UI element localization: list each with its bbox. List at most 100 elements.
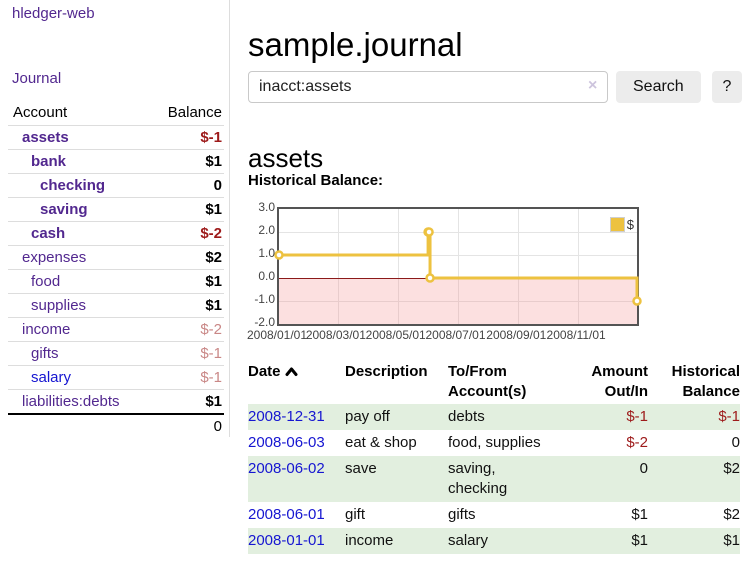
- account-link[interactable]: food: [31, 273, 61, 290]
- transaction-description: gift: [345, 506, 366, 523]
- transaction-amount: $-2: [626, 434, 648, 451]
- account-link[interactable]: expenses: [22, 249, 87, 266]
- transaction-description: pay off: [345, 408, 390, 425]
- chart-plot-area: $: [274, 207, 642, 326]
- register-col-amount: Amount Out/In: [591, 363, 648, 400]
- transaction-amount: 0: [639, 460, 648, 477]
- accounts-total-row: 0: [8, 413, 224, 438]
- account-balance: $1: [156, 293, 224, 318]
- register-col-description: Description: [345, 363, 428, 380]
- transaction-description: save: [345, 460, 377, 477]
- account-link[interactable]: cash: [31, 225, 66, 242]
- transaction-amount: $1: [631, 532, 648, 549]
- account-link[interactable]: income: [22, 321, 71, 338]
- accounts-col-account: Account: [13, 104, 68, 121]
- account-balance: $-1: [156, 341, 224, 366]
- account-balance: $1: [156, 149, 224, 174]
- help-button[interactable]: ?: [712, 71, 742, 103]
- account-heading: assets: [248, 142, 324, 173]
- legend-swatch: [609, 217, 625, 232]
- account-link[interactable]: gifts: [31, 345, 59, 362]
- sidebar: hledger-web Journal Account Balance asse…: [0, 0, 230, 438]
- transaction-row: 2008-12-31 pay off debts $-1 $-1: [248, 404, 740, 430]
- transaction-date-link[interactable]: 2008-06-01: [248, 506, 325, 523]
- account-row: food $1: [8, 269, 224, 294]
- search-input[interactable]: [248, 71, 608, 103]
- negative-region: [279, 278, 637, 324]
- register-table: Date Description To/From Account(s) Amou…: [248, 360, 740, 554]
- x-axis-tick-label: 2008/05/01: [365, 328, 426, 342]
- account-row: expenses $2: [8, 245, 224, 270]
- y-axis-tick-label: -2.0: [254, 315, 275, 329]
- search-button[interactable]: Search: [616, 71, 701, 103]
- register-col-balance: Historical Balance: [671, 363, 740, 400]
- account-row: liabilities:debts $1: [8, 389, 224, 414]
- accounts-total-value: 0: [156, 413, 224, 438]
- account-balance: $2: [156, 245, 224, 270]
- account-balance: $1: [156, 269, 224, 294]
- legend-label: $: [626, 217, 634, 232]
- account-row: assets $-1: [8, 125, 224, 150]
- y-axis-tick-label: 0.0: [258, 269, 275, 283]
- account-link[interactable]: bank: [31, 153, 67, 170]
- app-brand-link[interactable]: hledger-web: [12, 5, 95, 22]
- transaction-balance: $1: [723, 532, 740, 549]
- gridline: [337, 209, 339, 324]
- account-row: salary $-1: [8, 365, 224, 390]
- transaction-amount: $1: [631, 506, 648, 523]
- account-row: saving $1: [8, 197, 224, 222]
- account-link[interactable]: assets: [22, 129, 69, 146]
- transaction-accounts: saving, checking: [448, 460, 508, 497]
- account-row: supplies $1: [8, 293, 224, 318]
- transaction-row: 2008-06-01 gift gifts $1 $2: [248, 502, 740, 528]
- transaction-accounts: salary: [448, 532, 489, 549]
- account-link[interactable]: liabilities:debts: [22, 393, 120, 410]
- data-point-marker: [274, 250, 284, 260]
- account-link[interactable]: saving: [40, 201, 88, 218]
- account-row: income $-2: [8, 317, 224, 342]
- gridline: [578, 209, 580, 324]
- y-axis-tick-label: 1.0: [258, 246, 275, 260]
- x-axis-tick-label: 2008/09/01: [486, 328, 547, 342]
- transaction-row: 2008-06-03 eat & shop food, supplies $-2 0: [248, 430, 740, 456]
- x-axis-tick-label: 2008/01/01: [246, 328, 308, 342]
- transaction-description: income: [345, 532, 394, 549]
- page-title: sample.journal: [248, 26, 463, 64]
- gridline: [518, 209, 520, 324]
- chart-title: Historical Balance:: [248, 172, 384, 189]
- transaction-accounts: food, supplies: [448, 434, 541, 451]
- account-row: gifts $-1: [8, 341, 224, 366]
- account-link[interactable]: supplies: [31, 297, 87, 314]
- clear-search-icon[interactable]: ×: [588, 77, 598, 94]
- transaction-balance: $-1: [718, 408, 740, 425]
- transaction-accounts: gifts: [448, 506, 476, 523]
- register-col-accounts: To/From Account(s): [448, 363, 527, 400]
- x-axis-tick-label: 2008/03/01: [305, 328, 366, 342]
- accounts-col-balance: Balance: [167, 104, 222, 121]
- gridline: [457, 209, 459, 324]
- x-axis-tick-label: 2008/11/01: [546, 328, 606, 342]
- chart-legend: $: [609, 217, 634, 232]
- data-point-marker: [424, 227, 434, 237]
- y-axis-tick-label: 2.0: [258, 223, 275, 237]
- sidebar-item-journal[interactable]: Journal: [12, 70, 62, 87]
- account-balance: $-1: [156, 125, 224, 150]
- transaction-date-link[interactable]: 2008-06-03: [248, 434, 325, 451]
- balance-step-line: [274, 227, 642, 306]
- transaction-balance: 0: [731, 434, 740, 451]
- gridline: [397, 209, 399, 324]
- x-axis-tick-label: 2008/07/01: [425, 328, 486, 342]
- transaction-row: 2008-01-01 income salary $1 $1: [248, 528, 740, 554]
- transaction-date-link[interactable]: 2008-06-02: [248, 460, 325, 477]
- transaction-description: eat & shop: [345, 434, 417, 451]
- transaction-date-link[interactable]: 2008-12-31: [248, 408, 325, 425]
- transaction-date-link[interactable]: 2008-01-01: [248, 532, 325, 549]
- account-balance: $-2: [156, 317, 224, 342]
- account-link[interactable]: checking: [40, 177, 106, 194]
- account-balance: $-1: [156, 365, 224, 390]
- transaction-row: 2008-06-02 save saving, checking 0 $2: [248, 456, 740, 502]
- account-balance: $-2: [156, 221, 224, 246]
- account-row: checking 0: [8, 173, 224, 198]
- register-col-date[interactable]: Date: [248, 360, 345, 404]
- account-link[interactable]: salary: [31, 369, 72, 386]
